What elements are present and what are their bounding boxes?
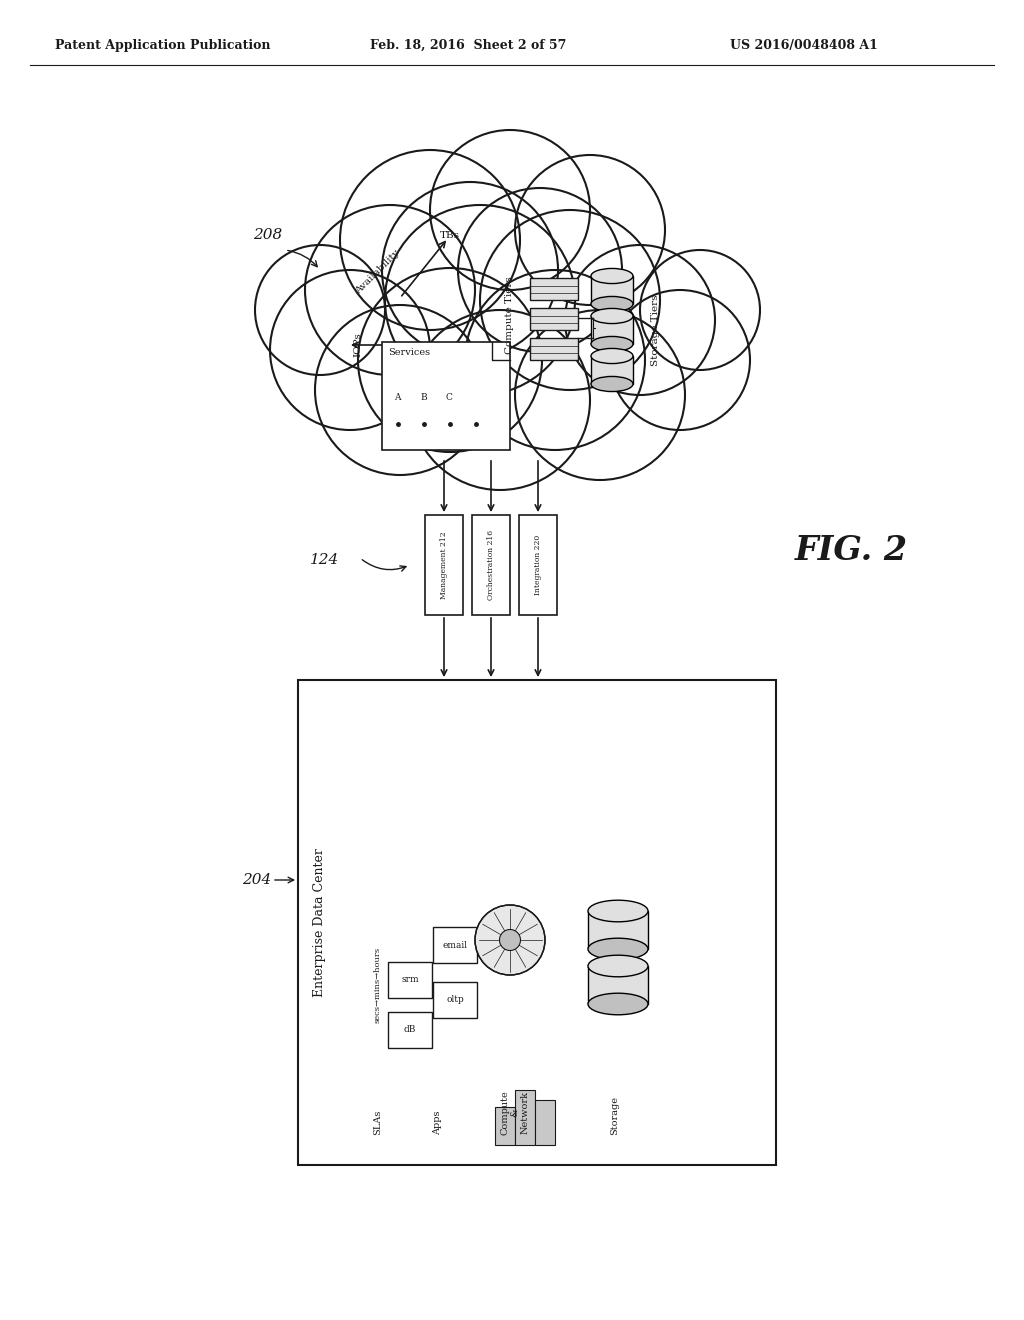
FancyBboxPatch shape bbox=[388, 1012, 432, 1048]
Circle shape bbox=[410, 310, 590, 490]
Ellipse shape bbox=[591, 348, 633, 363]
Ellipse shape bbox=[588, 900, 648, 921]
Text: Apps: Apps bbox=[433, 1110, 442, 1135]
Ellipse shape bbox=[591, 309, 633, 323]
Text: Feb. 18, 2016  Sheet 2 of 57: Feb. 18, 2016 Sheet 2 of 57 bbox=[370, 38, 566, 51]
FancyBboxPatch shape bbox=[472, 515, 510, 615]
FancyBboxPatch shape bbox=[588, 911, 648, 949]
Text: Orchestration 216: Orchestration 216 bbox=[487, 529, 495, 601]
Text: Storage: Storage bbox=[610, 1096, 620, 1135]
FancyBboxPatch shape bbox=[515, 1090, 535, 1144]
Text: IOPs: IOPs bbox=[353, 333, 362, 358]
Text: TBs: TBs bbox=[440, 231, 460, 239]
Circle shape bbox=[465, 271, 645, 450]
Text: Patent Application Publication: Patent Application Publication bbox=[55, 38, 270, 51]
FancyBboxPatch shape bbox=[433, 927, 477, 964]
Text: Compute Tiers: Compute Tiers bbox=[506, 276, 514, 354]
Circle shape bbox=[480, 210, 660, 389]
Circle shape bbox=[515, 310, 685, 480]
FancyBboxPatch shape bbox=[591, 315, 633, 345]
Text: 204: 204 bbox=[242, 873, 271, 887]
Text: Services: Services bbox=[388, 348, 430, 356]
Circle shape bbox=[500, 929, 520, 950]
Circle shape bbox=[610, 290, 750, 430]
Text: Integration 220: Integration 220 bbox=[534, 535, 542, 595]
FancyBboxPatch shape bbox=[530, 338, 578, 360]
Text: srm: srm bbox=[401, 975, 419, 985]
Text: A: A bbox=[394, 393, 400, 403]
Text: secs→mins→hours: secs→mins→hours bbox=[374, 946, 382, 1023]
Ellipse shape bbox=[591, 297, 633, 312]
FancyBboxPatch shape bbox=[298, 680, 776, 1166]
FancyBboxPatch shape bbox=[382, 342, 510, 450]
Circle shape bbox=[382, 182, 558, 358]
Circle shape bbox=[458, 187, 622, 352]
FancyBboxPatch shape bbox=[530, 279, 578, 300]
Circle shape bbox=[430, 129, 590, 290]
Circle shape bbox=[255, 246, 385, 375]
FancyBboxPatch shape bbox=[388, 962, 432, 998]
FancyBboxPatch shape bbox=[530, 308, 578, 330]
Circle shape bbox=[270, 271, 430, 430]
Circle shape bbox=[475, 906, 545, 975]
Text: FIG. 2: FIG. 2 bbox=[795, 533, 908, 566]
Ellipse shape bbox=[588, 956, 648, 977]
Circle shape bbox=[305, 205, 475, 375]
Text: Availability: Availability bbox=[354, 248, 401, 296]
Text: dB: dB bbox=[403, 1026, 416, 1035]
Ellipse shape bbox=[591, 268, 633, 284]
Circle shape bbox=[565, 246, 715, 395]
FancyBboxPatch shape bbox=[519, 515, 557, 615]
Ellipse shape bbox=[588, 993, 648, 1015]
Text: Storage Tiers: Storage Tiers bbox=[650, 294, 659, 366]
FancyBboxPatch shape bbox=[591, 356, 633, 384]
Text: Compute
&
Network: Compute & Network bbox=[500, 1090, 529, 1135]
Circle shape bbox=[385, 205, 575, 395]
Circle shape bbox=[340, 150, 520, 330]
Text: SLAs: SLAs bbox=[374, 1110, 383, 1135]
Text: B: B bbox=[420, 393, 427, 403]
Text: email: email bbox=[442, 940, 468, 949]
Text: Enterprise Data Center: Enterprise Data Center bbox=[313, 847, 327, 997]
Text: US 2016/0048408 A1: US 2016/0048408 A1 bbox=[730, 38, 878, 51]
Text: oltp: oltp bbox=[446, 995, 464, 1005]
FancyBboxPatch shape bbox=[591, 276, 633, 304]
Text: Management 212: Management 212 bbox=[440, 531, 449, 599]
Text: C: C bbox=[446, 393, 453, 403]
FancyBboxPatch shape bbox=[433, 982, 477, 1018]
Circle shape bbox=[640, 249, 760, 370]
FancyBboxPatch shape bbox=[535, 1100, 555, 1144]
Ellipse shape bbox=[591, 337, 633, 351]
Circle shape bbox=[515, 154, 665, 305]
Text: 208: 208 bbox=[253, 228, 283, 242]
FancyBboxPatch shape bbox=[425, 515, 463, 615]
FancyBboxPatch shape bbox=[588, 966, 648, 1005]
Ellipse shape bbox=[591, 376, 633, 392]
Circle shape bbox=[315, 305, 485, 475]
Circle shape bbox=[358, 268, 542, 451]
Text: 124: 124 bbox=[310, 553, 339, 568]
FancyBboxPatch shape bbox=[495, 1107, 515, 1144]
Ellipse shape bbox=[588, 939, 648, 960]
